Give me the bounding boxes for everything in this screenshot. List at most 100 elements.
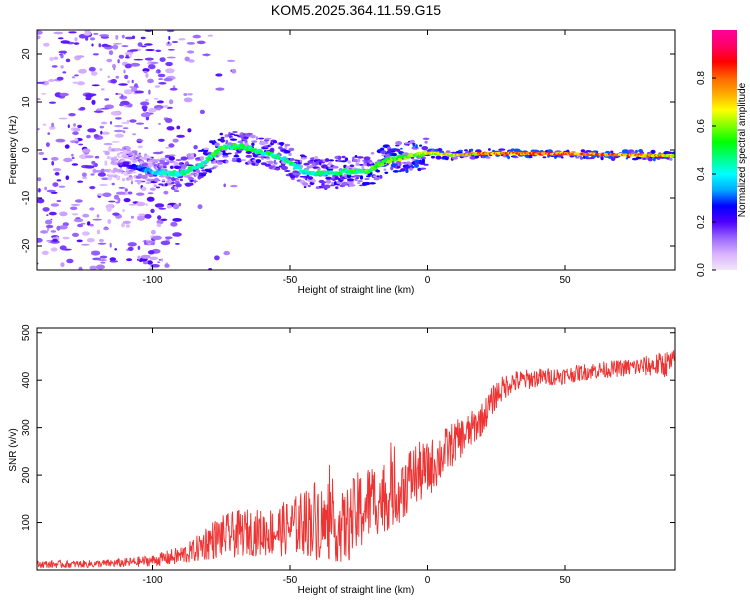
heatmap-cell xyxy=(91,250,101,256)
heatmap-cell xyxy=(112,44,119,50)
heatmap-cell xyxy=(99,255,108,259)
heatmap-cell xyxy=(106,206,112,212)
heatmap-cell xyxy=(275,162,278,165)
colorbar-gradient xyxy=(712,30,737,270)
heatmap-cell xyxy=(147,241,156,243)
heatmap-cell xyxy=(335,159,339,162)
heatmap-cell xyxy=(164,183,168,187)
snr-y-label: SNR (v/v) xyxy=(8,428,19,471)
heatmap-cell xyxy=(74,137,79,142)
heatmap-cell xyxy=(121,122,128,124)
heatmap-cell xyxy=(131,35,136,40)
heatmap-cell xyxy=(488,148,491,151)
colorbar-tick-label: 0.4 xyxy=(696,167,707,181)
heatmap-cell xyxy=(48,211,57,216)
heatmap-cell xyxy=(101,131,110,135)
heatmap-cell xyxy=(357,158,361,163)
snr-x-label: Height of straight line (km) xyxy=(298,585,415,596)
heatmap-cell xyxy=(52,182,59,188)
heatmap-cell xyxy=(37,35,41,40)
heatmap-cell xyxy=(50,218,53,221)
heatmap-cell xyxy=(379,174,383,179)
heatmap-cell xyxy=(137,255,141,260)
heatmap-cell xyxy=(168,156,175,161)
heatmap-cell xyxy=(328,161,332,166)
heatmap-cell xyxy=(73,123,76,127)
heatmap-cell xyxy=(137,145,144,149)
heatmap-cell xyxy=(267,160,274,165)
heatmap-cell xyxy=(358,156,362,159)
heatmap-cell xyxy=(144,214,152,219)
heatmap-cell xyxy=(62,71,67,74)
heatmap-cell xyxy=(87,128,97,133)
heatmap-cell xyxy=(201,169,206,172)
heatmap-cell xyxy=(146,196,155,202)
heatmap-cell xyxy=(48,79,55,82)
heatmap-cell xyxy=(274,167,281,171)
heatmap-cell xyxy=(127,242,137,247)
heatmap-cell xyxy=(158,207,167,210)
heatmap-cell xyxy=(131,152,135,156)
heatmap-cell xyxy=(72,81,80,84)
heatmap-cell xyxy=(129,157,134,161)
snr-y-ticks: 100 200 300 400 500 xyxy=(21,324,675,531)
heatmap-cell xyxy=(94,155,100,159)
heatmap-cell xyxy=(394,148,401,152)
heatmap-cell xyxy=(317,167,321,171)
heatmap-cell xyxy=(37,81,45,84)
heatmap-cell xyxy=(226,59,236,63)
heatmap-cell xyxy=(78,68,87,74)
heatmap-cell xyxy=(121,159,126,162)
heatmap-cell xyxy=(88,66,96,72)
heatmap-cell xyxy=(307,184,311,188)
heatmap-cell xyxy=(80,222,86,225)
heatmap-cell xyxy=(159,57,166,62)
heatmap-cell xyxy=(71,76,76,79)
heatmap-cell xyxy=(284,170,291,172)
heatmap-cell xyxy=(223,183,226,188)
heatmap-cell xyxy=(74,37,78,42)
heatmap-cell xyxy=(323,184,331,189)
heatmap-cell xyxy=(115,75,120,79)
heatmap-cell xyxy=(303,162,310,166)
heatmap-cell xyxy=(111,182,115,186)
heatmap-cell xyxy=(414,163,419,168)
snr-x-ticks: -100 -50 0 50 xyxy=(142,328,571,586)
heatmap-cell xyxy=(42,157,48,161)
heatmap-cell xyxy=(59,245,67,251)
heatmap-cell xyxy=(121,94,124,99)
heatmap-cell xyxy=(71,156,75,160)
heatmap-cell xyxy=(37,177,42,182)
heatmap-cell xyxy=(265,157,271,160)
heatmap-cell xyxy=(78,266,83,270)
heatmap-cell xyxy=(115,201,120,204)
y-tick-label: 0 xyxy=(21,147,32,153)
heatmap-cell xyxy=(68,31,77,34)
heatmap-cell xyxy=(112,43,123,45)
heatmap-cell xyxy=(72,131,79,136)
heatmap-cell xyxy=(507,155,510,160)
heatmap-ridge-cell xyxy=(215,151,220,155)
heatmap-cell xyxy=(77,55,85,58)
heatmap-cell xyxy=(245,150,252,154)
heatmap-cell xyxy=(122,127,129,129)
heatmap-cell xyxy=(498,148,506,151)
y-tick-label: 400 xyxy=(21,371,32,388)
heatmap-cell xyxy=(166,30,175,33)
heatmap-cell xyxy=(178,202,182,207)
heatmap-cell xyxy=(73,42,80,45)
heatmap-cell xyxy=(104,161,108,166)
heatmap-cell xyxy=(55,138,66,143)
heatmap-cell xyxy=(376,169,380,173)
x-tick-label: 0 xyxy=(425,275,431,286)
heatmap-cell xyxy=(172,138,179,143)
heatmap-cell xyxy=(86,238,95,243)
heatmap-cell xyxy=(140,36,146,40)
heatmap-cell xyxy=(77,223,84,228)
heatmap-cell xyxy=(330,184,335,187)
snr-panel: -100 -50 0 50 100 200 300 400 500 Height of str… xyxy=(8,324,676,596)
heatmap-cell xyxy=(53,56,59,60)
heatmap-cell xyxy=(363,156,371,161)
heatmap-cell xyxy=(384,171,389,174)
